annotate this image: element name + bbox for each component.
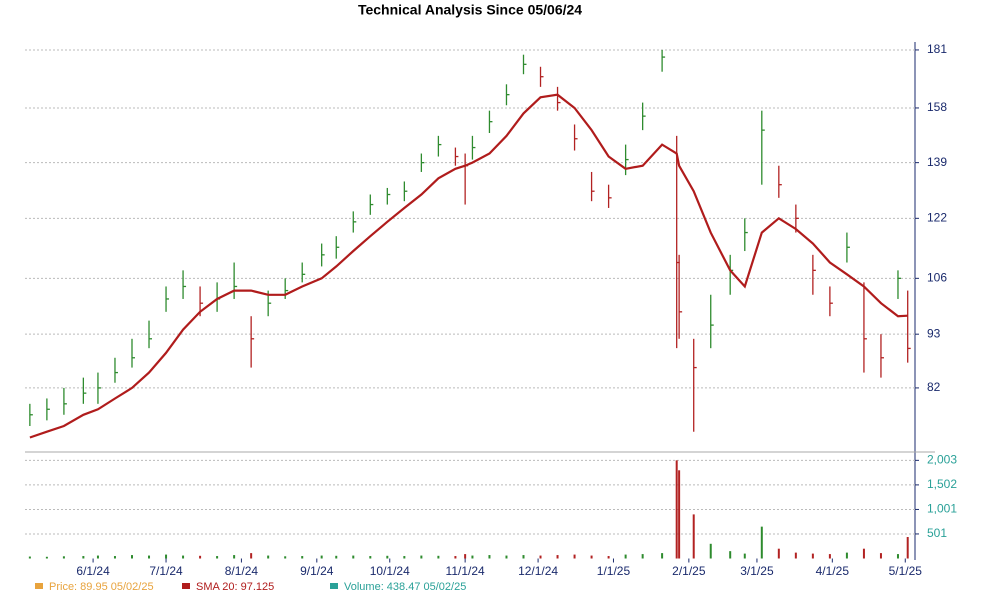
y-tick-label: 82 bbox=[927, 380, 941, 394]
volume-bar bbox=[420, 555, 423, 559]
volume-bar bbox=[62, 556, 65, 559]
volume-bar bbox=[678, 470, 681, 559]
volume-bar bbox=[320, 555, 323, 559]
legend-label: Price: 89.95 05/02/25 bbox=[49, 581, 154, 593]
y2-tick-label: 1,502 bbox=[927, 477, 957, 491]
volume-bar bbox=[539, 555, 542, 559]
volume-bar bbox=[862, 548, 865, 559]
x-tick-label: 4/1/25 bbox=[816, 564, 850, 578]
volume-bar bbox=[845, 552, 848, 559]
volume-bar bbox=[233, 555, 236, 559]
volume-bar bbox=[199, 555, 202, 559]
volume-bar bbox=[760, 526, 763, 559]
volume-bar bbox=[879, 553, 882, 559]
volume-bar bbox=[45, 556, 48, 559]
volume-bar bbox=[811, 553, 814, 559]
y2-tick-label: 501 bbox=[927, 526, 947, 540]
volume-bar bbox=[675, 460, 678, 559]
volume-bar bbox=[437, 555, 440, 559]
x-tick-label: 9/1/24 bbox=[300, 564, 334, 578]
volume-bar bbox=[896, 554, 899, 559]
volume-bar bbox=[709, 543, 712, 559]
y2-tick-label: 2,003 bbox=[927, 453, 957, 467]
volume-bar bbox=[906, 537, 909, 559]
volume-bar bbox=[28, 556, 31, 559]
volume-bar bbox=[284, 556, 287, 559]
y-tick-label: 106 bbox=[927, 271, 947, 285]
volume-bar bbox=[82, 556, 85, 559]
sma-line bbox=[29, 93, 908, 439]
volume-bar bbox=[403, 556, 406, 559]
volume-bar bbox=[729, 551, 732, 559]
legend-swatch bbox=[182, 583, 190, 589]
volume-bar bbox=[130, 555, 133, 559]
y-tick-label: 122 bbox=[927, 210, 947, 224]
x-tick-label: 5/1/25 bbox=[889, 564, 923, 578]
volume-bar bbox=[590, 555, 593, 559]
volume-bar bbox=[369, 556, 372, 559]
legend-label: Volume: 438.47 05/02/25 bbox=[344, 581, 466, 593]
volume-bar bbox=[556, 555, 559, 559]
y-tick-label: 158 bbox=[927, 100, 947, 114]
volume-bar bbox=[267, 555, 270, 559]
legend-label: SMA 20: 97.125 bbox=[196, 581, 274, 593]
volume-bar bbox=[624, 554, 627, 559]
volume-bar bbox=[661, 553, 664, 559]
y2-tick-label: 1,001 bbox=[927, 502, 957, 516]
legend-swatch bbox=[330, 583, 338, 589]
y-tick-label: 93 bbox=[927, 326, 941, 340]
volume-bar bbox=[165, 554, 168, 559]
volume-bar bbox=[641, 554, 644, 559]
x-tick-label: 8/1/24 bbox=[225, 564, 259, 578]
volume-bar bbox=[607, 556, 610, 559]
volume-bar bbox=[182, 555, 185, 559]
x-tick-label: 1/1/25 bbox=[597, 564, 631, 578]
volume-bar bbox=[454, 556, 457, 559]
volume-bar bbox=[352, 555, 355, 559]
volume-bar bbox=[464, 554, 467, 559]
y-tick-label: 181 bbox=[927, 42, 947, 56]
volume-bar bbox=[386, 555, 389, 559]
x-tick-label: 7/1/24 bbox=[149, 564, 183, 578]
x-tick-label: 10/1/24 bbox=[370, 564, 410, 578]
volume-bar bbox=[113, 556, 116, 559]
volume-bar bbox=[250, 553, 253, 559]
volume-bar bbox=[488, 555, 491, 559]
volume-bar bbox=[216, 556, 219, 559]
volume-bar bbox=[828, 554, 831, 559]
volume-bar bbox=[522, 555, 525, 559]
volume-bar bbox=[471, 555, 474, 559]
chart-title: Technical Analysis Since 05/06/24 bbox=[358, 2, 582, 18]
volume-bar bbox=[573, 554, 576, 559]
volume-bar bbox=[794, 552, 797, 559]
volume-bar bbox=[96, 555, 99, 559]
x-tick-label: 12/1/24 bbox=[518, 564, 558, 578]
volume-bar bbox=[148, 555, 151, 559]
volume-bar bbox=[505, 555, 508, 559]
x-tick-label: 6/1/24 bbox=[76, 564, 110, 578]
volume-bar bbox=[692, 514, 695, 559]
volume-bar bbox=[777, 548, 780, 559]
y-tick-label: 139 bbox=[927, 155, 947, 169]
volume-bar bbox=[743, 553, 746, 559]
volume-bar bbox=[301, 556, 304, 559]
x-tick-label: 11/1/24 bbox=[446, 564, 485, 578]
volume-bar bbox=[335, 555, 338, 559]
x-tick-label: 2/1/25 bbox=[672, 564, 706, 578]
legend-swatch bbox=[35, 583, 43, 589]
x-tick-label: 3/1/25 bbox=[740, 564, 774, 578]
